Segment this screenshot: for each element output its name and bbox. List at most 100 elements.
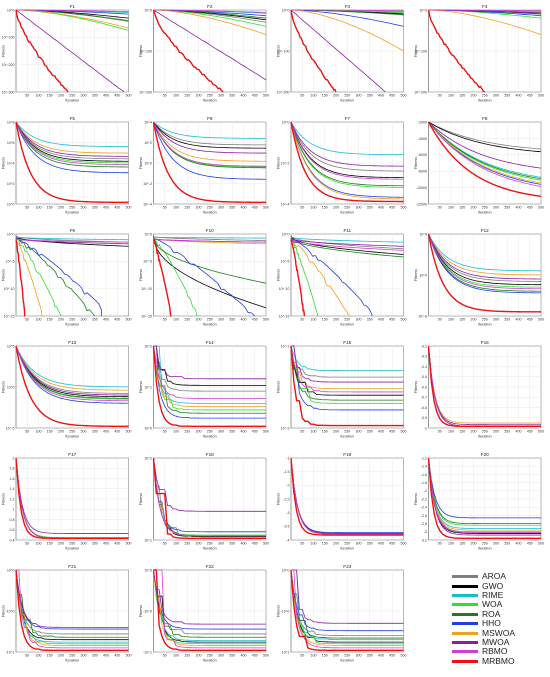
legend-entry-woa: WOA [452, 600, 548, 609]
series-line-hho [290, 569, 404, 632]
x-tick-label: 250 [344, 542, 350, 546]
x-tick-label: 450 [527, 94, 533, 98]
y-tick-label: 10^-2 [281, 344, 290, 348]
x-tick-label: 200 [471, 542, 477, 546]
y-axis-label: Fitness [277, 269, 281, 281]
series-line-rbmo [153, 569, 266, 649]
y-tick-label: 10^0 [7, 232, 15, 236]
legend-entry-aroa: AROA [452, 572, 548, 581]
panel-title: F15 [343, 340, 351, 345]
series-line-aroa [153, 345, 266, 392]
x-tick-label: 450 [114, 430, 120, 434]
x-tick-label: 450 [114, 318, 120, 322]
series-line-rime [15, 121, 129, 147]
panel-title: F9 [70, 228, 76, 233]
x-tick-label: 200 [58, 94, 64, 98]
series-line-rime [153, 236, 267, 239]
x-tick-label: 100 [36, 430, 42, 434]
x-tick-label: 100 [311, 654, 317, 658]
x-tick-label: 400 [516, 430, 522, 434]
x-tick-label: 250 [482, 206, 488, 210]
x-tick-label: 450 [389, 318, 395, 322]
x-tick-label: 500 [538, 206, 544, 210]
x-tick-label: 400 [103, 206, 109, 210]
x-tick-label: 450 [252, 542, 258, 546]
series-line-aroa [291, 345, 404, 378]
x-tick-label: 400 [241, 430, 247, 434]
x-tick-label: 300 [81, 318, 87, 322]
series-line-mrbmo [152, 457, 266, 540]
series-line-mwoa [428, 233, 542, 280]
series-line-woa [153, 457, 266, 536]
series-line-gwo [428, 457, 541, 534]
series-line-woa [15, 237, 62, 317]
y-tick-label: 10^-15 [4, 314, 15, 318]
x-tick-label: 100 [311, 206, 317, 210]
legend-entry-hho: HHO [452, 619, 548, 628]
y-tick-label: -2.6 [421, 514, 427, 518]
x-tick-label: 150 [459, 94, 465, 98]
y-tick-label: 10^-100 [414, 49, 427, 53]
y-tick-label: -2000 [418, 120, 427, 124]
x-tick-label: 150 [459, 542, 465, 546]
y-tick-label: -0.5 [421, 375, 427, 379]
y-tick-label: 10^6 [7, 141, 15, 145]
x-tick-label: 500 [126, 206, 132, 210]
series-line-rime [153, 345, 266, 404]
x-tick-label: 250 [344, 654, 350, 658]
y-tick-label: 10^0 [7, 202, 15, 206]
legend-entry-roa: ROA [452, 609, 548, 619]
x-tick-label: 50 [300, 94, 304, 98]
series-line-aroa [15, 121, 129, 160]
x-tick-label: 200 [58, 206, 64, 210]
y-axis-label: Fitness [2, 269, 6, 281]
y-tick-label: 10^0 [282, 8, 290, 12]
panel-f10: 10^0 10^-5 10^-10 10^-15 50 100 150 200 250 300 35… [139, 228, 269, 327]
x-tick-label: 100 [311, 542, 317, 546]
x-tick-label: 200 [333, 654, 339, 658]
x-tick-label: 500 [538, 318, 544, 322]
x-tick-label: 400 [378, 206, 384, 210]
series-line-gwo [153, 121, 267, 149]
series-line-woa [15, 457, 129, 538]
series-line-mwoa [153, 345, 266, 380]
y-tick-label: 10^-5 [418, 314, 427, 318]
y-tick-label: -2.4 [421, 506, 427, 510]
y-tick-label: 10^-100 [277, 49, 290, 53]
series-line-mswoa [15, 345, 129, 391]
y-tick-label: -2.5 [283, 497, 289, 501]
panel-f21: 10^0 -10^0 -10^1 50 100 150 200 250 300 350 400 450… [2, 564, 132, 663]
panel-title: F4 [482, 4, 488, 9]
series-line-hho [153, 345, 266, 419]
x-tick-label: 200 [196, 318, 202, 322]
x-tick-label: 50 [163, 542, 167, 546]
x-tick-label: 300 [493, 318, 499, 322]
x-tick-label: 100 [311, 318, 317, 322]
y-tick-label: 10^1 [144, 385, 152, 389]
y-tick-label: 10^0 [144, 232, 152, 236]
series-line-mswoa [153, 569, 266, 646]
series-line-roa [290, 237, 404, 258]
series-line-woa [428, 457, 541, 526]
x-tick-label: 50 [300, 430, 304, 434]
series-line-mwoa [153, 9, 267, 81]
x-tick-label: 100 [311, 94, 317, 98]
legend-label: MRBMO [482, 655, 515, 666]
x-tick-label: 450 [114, 206, 120, 210]
series-line-aroa [15, 345, 129, 394]
y-tick-label: 2 [13, 456, 15, 460]
panel-title: F21 [68, 564, 76, 569]
x-tick-label: 400 [378, 94, 384, 98]
x-tick-label: 200 [58, 430, 64, 434]
y-tick-label: 10^-15 [279, 314, 290, 318]
x-tick-label: 250 [482, 430, 488, 434]
panel-title: F13 [68, 340, 76, 345]
series-line-mswoa [290, 345, 404, 390]
series-line-rime [291, 569, 404, 641]
panel-f12: 10^5 10^0 10^-5 50 100 150 200 250 300 350 400 450 5… [414, 228, 544, 327]
series-line-mrbmo [290, 345, 404, 427]
series-line-gwo [290, 345, 404, 396]
x-tick-label: 500 [126, 318, 132, 322]
x-tick-label: 100 [36, 206, 42, 210]
x-tick-label: 150 [322, 206, 328, 210]
